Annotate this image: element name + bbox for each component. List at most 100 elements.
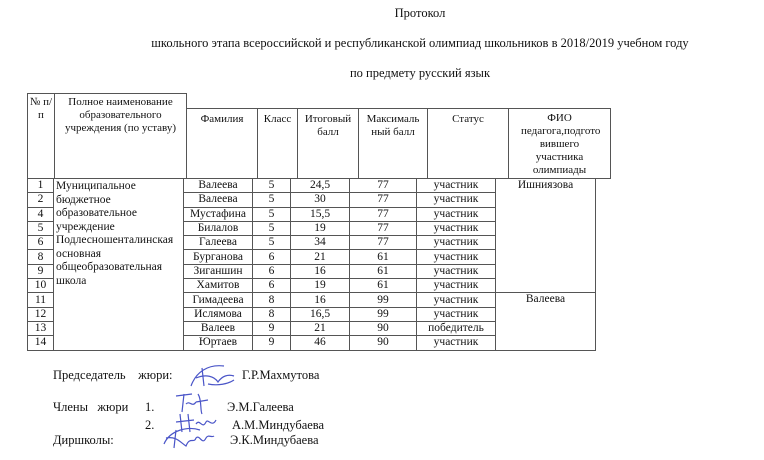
score-cell: 30 <box>290 192 350 208</box>
row-num: 8 <box>27 249 54 265</box>
max-score-cell: 90 <box>349 320 417 337</box>
row-num: 2 <box>27 192 54 208</box>
header-max: Максималь ный балл <box>358 108 428 179</box>
table-row: 5 Билалов 5 19 77 участник <box>27 220 596 237</box>
status-cell: участник <box>416 235 496 251</box>
score-cell: 21 <box>290 249 350 265</box>
row-num: 6 <box>27 235 54 251</box>
max-score-cell: 90 <box>349 335 417 351</box>
teacher-cell: Валеева <box>495 292 596 351</box>
score-cell: 15,5 <box>290 206 350 222</box>
row-num: 10 <box>27 278 54 294</box>
member2-name: А.М.Миндубаева <box>232 418 325 432</box>
score-cell: 16,5 <box>290 306 350 322</box>
surname-cell: Ислямова <box>183 306 253 322</box>
row-num: 4 <box>27 206 54 222</box>
surname-cell: Юртаев <box>183 335 253 351</box>
status-cell: участник <box>416 263 496 280</box>
status-cell: участник <box>416 206 496 222</box>
grade-cell: 9 <box>252 320 291 337</box>
table-row: 14 Юртаев 9 46 90 участник <box>27 335 596 351</box>
max-score-cell: 77 <box>349 177 417 194</box>
surname-cell: Валеев <box>183 320 253 337</box>
status-cell: участник <box>416 335 496 351</box>
status-cell: победитель <box>416 320 496 337</box>
grade-cell: 5 <box>252 206 291 222</box>
max-score-cell: 99 <box>349 292 417 308</box>
score-cell: 16 <box>290 263 350 280</box>
member1-signature <box>175 393 209 415</box>
teacher-cell: Ишниязова <box>495 177 596 294</box>
max-score-cell: 61 <box>349 249 417 265</box>
header-grade: Класс <box>257 108 298 179</box>
score-cell: 19 <box>290 278 350 294</box>
table-row: 6 Галеева 5 34 77 участник <box>27 235 596 251</box>
score-cell: 34 <box>290 235 350 251</box>
table-row: 2 Валеева 5 30 77 участник <box>27 192 596 208</box>
row-num: 1 <box>27 177 54 194</box>
member2-signature <box>175 413 217 433</box>
score-cell: 16 <box>290 292 350 308</box>
grade-cell: 6 <box>252 249 291 265</box>
header-school: Полное наименование образовательного учр… <box>54 93 187 179</box>
row-num: 13 <box>27 320 54 337</box>
score-cell: 24,5 <box>290 177 350 194</box>
member1-name: Э.М.Галеева <box>227 400 294 414</box>
status-cell: участник <box>416 192 496 208</box>
member1-num: 1. <box>145 400 155 414</box>
status-cell: участник <box>416 292 496 308</box>
grade-cell: 8 <box>252 306 291 322</box>
grade-cell: 5 <box>252 220 291 237</box>
max-score-cell: 61 <box>349 278 417 294</box>
surname-cell: Валеева <box>183 192 253 208</box>
surname-cell: Бурганова <box>183 249 253 265</box>
header-score: Итоговый балл <box>297 108 359 179</box>
table-row: 10 Хамитов 6 19 61 участник <box>27 278 596 294</box>
status-cell: участник <box>416 177 496 194</box>
max-score-cell: 77 <box>349 220 417 237</box>
status-cell: участник <box>416 220 496 237</box>
document-subtitle: школьного этапа всероссийской и республи… <box>151 36 689 50</box>
score-cell: 46 <box>290 335 350 351</box>
chair-label: Председатель жюри: <box>53 368 173 382</box>
director-label: Диршколы: <box>53 433 114 447</box>
grade-cell: 5 <box>252 235 291 251</box>
surname-cell: Зиганшин <box>183 263 253 280</box>
director-signature <box>163 427 215 449</box>
surname-cell: Хамитов <box>183 278 253 294</box>
score-cell: 21 <box>290 320 350 337</box>
max-score-cell: 61 <box>349 263 417 280</box>
grade-cell: 9 <box>252 335 291 351</box>
status-cell: участник <box>416 249 496 265</box>
chair-signature <box>190 365 235 387</box>
status-cell: участник <box>416 306 496 322</box>
header-surname: Фамилия <box>186 108 258 179</box>
surname-cell: Галеева <box>183 235 253 251</box>
surname-cell: Мустафина <box>183 206 253 222</box>
members-label: Члены жюри <box>53 400 129 414</box>
row-num: 14 <box>27 335 54 351</box>
row-num: 12 <box>27 306 54 322</box>
document-title: Протокол <box>394 6 446 20</box>
table-row: 4 Мустафина 5 15,5 77 участник <box>27 206 596 222</box>
results-table: 1 Муниципальное бюджетное образовательное… <box>27 177 596 351</box>
document-subject: по предмету русский язык <box>349 66 491 80</box>
row-num: 9 <box>27 263 54 280</box>
row-num: 5 <box>27 220 54 237</box>
header-teacher: ФИО педагога,подгото вившего участника о… <box>508 108 611 179</box>
chair-name: Г.Р.Махмутова <box>242 368 320 382</box>
max-score-cell: 77 <box>349 192 417 208</box>
max-score-cell: 77 <box>349 206 417 222</box>
surname-cell: Валеева <box>183 177 253 194</box>
header-status: Статус <box>427 108 509 179</box>
score-cell: 19 <box>290 220 350 237</box>
table-row: 1 Муниципальное бюджетное образовательное… <box>27 177 596 351</box>
grade-cell: 6 <box>252 263 291 280</box>
table-row: 11 Гимадеева 8 16 99 участник Валеева <box>27 292 596 351</box>
surname-cell: Гимадеева <box>183 292 253 308</box>
status-cell: участник <box>416 278 496 294</box>
max-score-cell: 99 <box>349 306 417 322</box>
surname-cell: Билалов <box>183 220 253 237</box>
grade-cell: 8 <box>252 292 291 308</box>
member2-num: 2. <box>145 418 155 432</box>
